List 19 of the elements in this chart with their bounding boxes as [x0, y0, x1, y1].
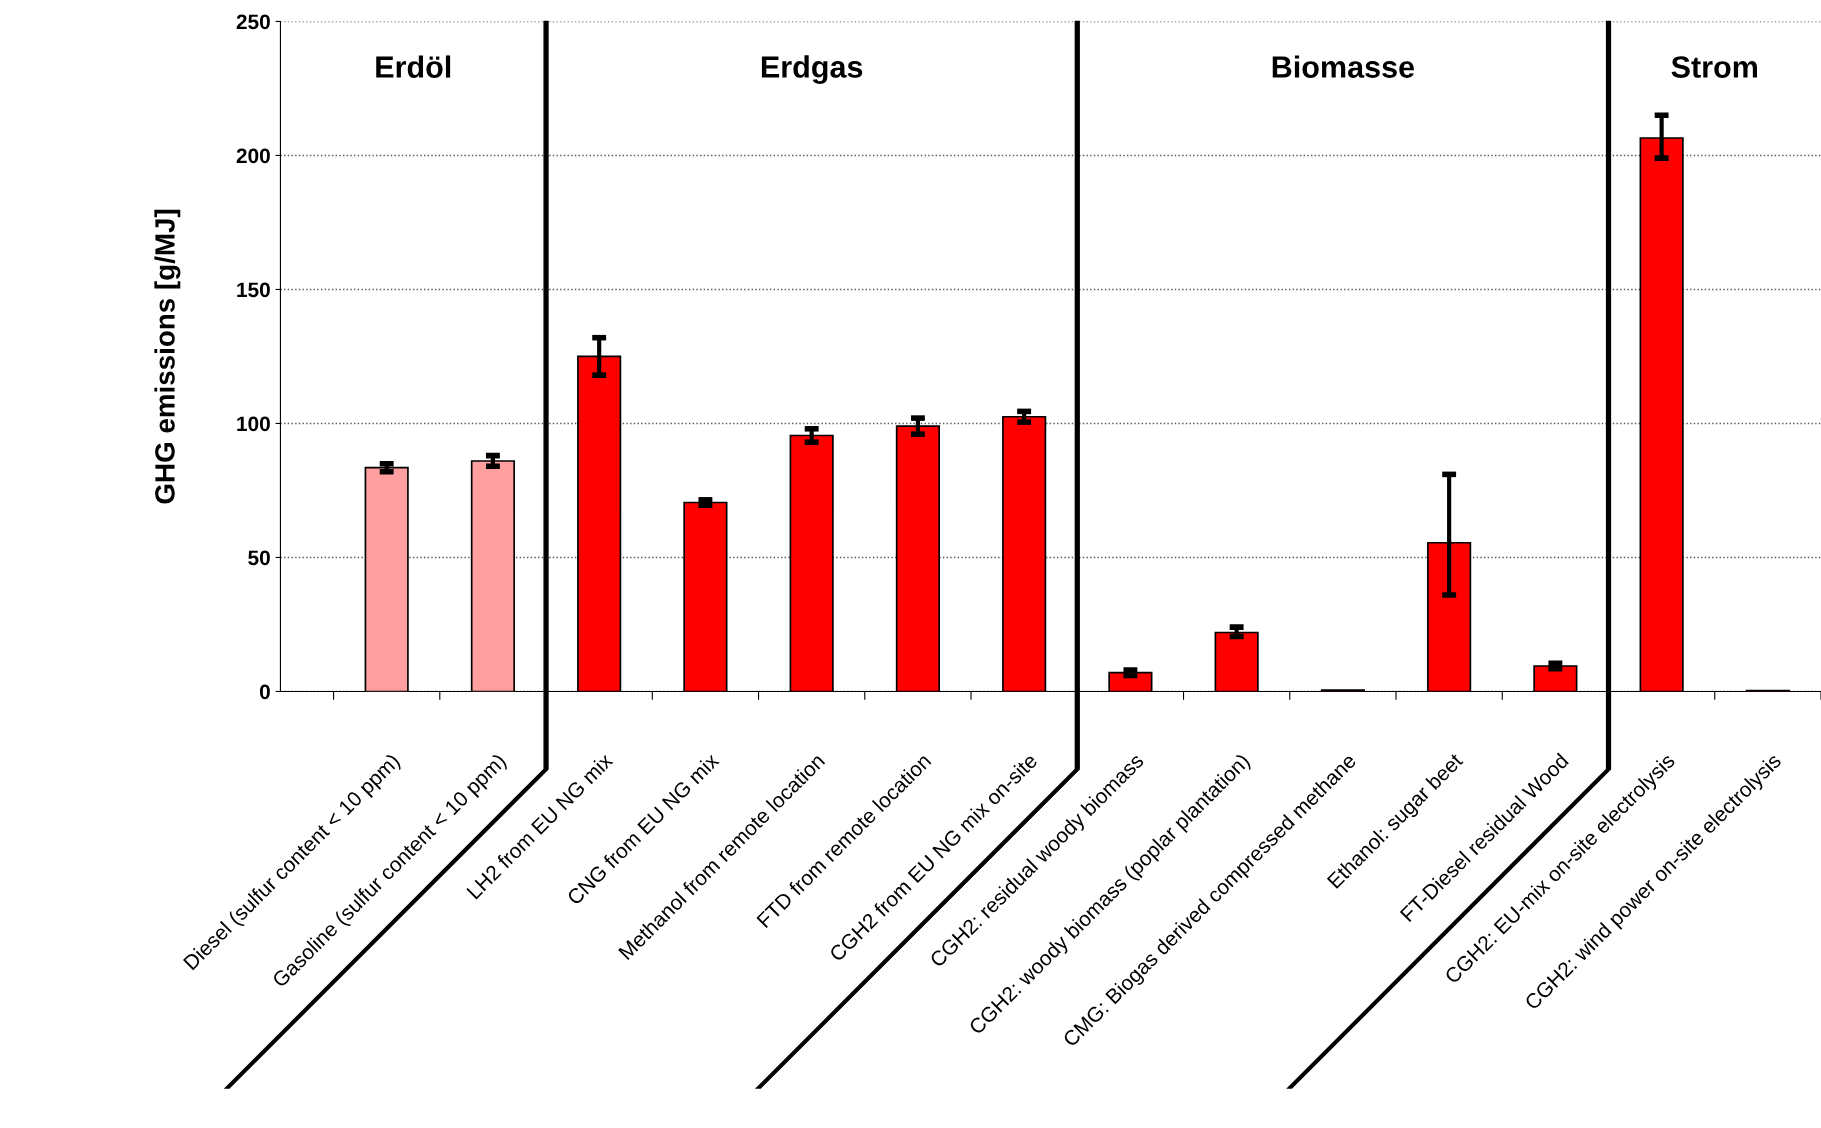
- bar: [1002, 415, 1047, 692]
- bar: [1108, 671, 1153, 692]
- y-tick-label: 250: [236, 14, 270, 30]
- annotation: Erdgas: [761, 55, 863, 84]
- bar: [1214, 631, 1259, 692]
- y-tick-label: 0: [259, 684, 270, 700]
- y-axis-title: GHG emissions [g/MJ]: [154, 209, 181, 504]
- bar: [683, 501, 728, 692]
- bar: [789, 434, 834, 692]
- bar: [895, 425, 940, 692]
- annotation: Biomasse: [1272, 55, 1415, 78]
- bar: [1533, 665, 1578, 692]
- y-tick-label: 150: [237, 282, 270, 298]
- bar: [470, 460, 516, 692]
- y-tick-label: 50: [248, 550, 270, 566]
- y-tick-label: 100: [237, 416, 270, 432]
- annotation: Strom: [1671, 56, 1757, 78]
- y-tick-label: 200: [236, 148, 270, 164]
- annotation: Erdöl: [376, 55, 451, 78]
